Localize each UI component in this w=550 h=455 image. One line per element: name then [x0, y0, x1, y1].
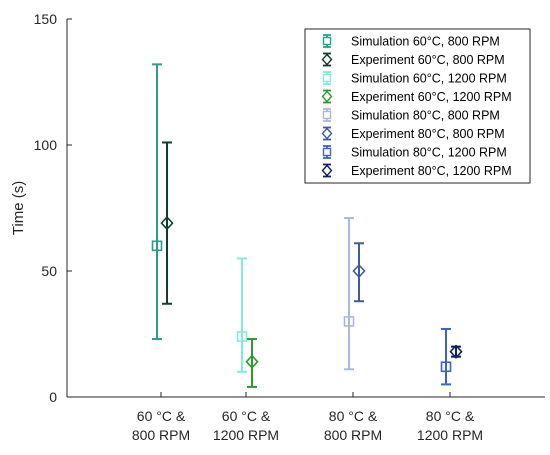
series-errorbar: [449, 344, 463, 359]
legend-label: Simulation 60°C, 1200 RPM: [351, 72, 507, 86]
plot-area: [151, 63, 463, 388]
legend-label: Experiment 80°C, 800 RPM: [351, 127, 505, 141]
legend-label: Simulation 80°C, 800 RPM: [351, 109, 500, 123]
series-errorbar: [245, 338, 259, 388]
x-tick-label-line: 800 RPM: [132, 427, 190, 443]
data-point-marker: [236, 331, 248, 342]
legend-square-icon: [322, 110, 332, 120]
legend-label: Experiment 60°C, 800 RPM: [351, 53, 505, 67]
data-point-marker: [343, 316, 355, 327]
legend-entry: Experiment 60°C, 800 RPM: [321, 52, 505, 67]
data-point-marker: [352, 263, 366, 279]
legend-entry: Simulation 80°C, 800 RPM: [322, 108, 500, 123]
y-tick-label: 150: [34, 11, 58, 27]
y-tick-label: 0: [49, 389, 57, 405]
legend-square-icon: [322, 36, 332, 46]
series-errorbar: [160, 141, 174, 305]
series-errorbar: [352, 242, 366, 303]
x-tick-label: 80 °C & 800 RPM: [324, 408, 382, 443]
y-tick-label: 50: [41, 263, 57, 279]
x-tick-label-line: 1200 RPM: [213, 427, 279, 443]
legend-entry: Experiment 80°C, 800 RPM: [321, 126, 505, 141]
legend-square-icon: [322, 73, 332, 83]
x-tick-label-line: 80 °C &: [329, 408, 378, 424]
legend-label: Experiment 80°C, 1200 RPM: [351, 164, 512, 178]
series-errorbar: [440, 327, 452, 386]
x-tick-label-line: 1200 RPM: [417, 427, 483, 443]
data-point-marker: [440, 361, 452, 373]
legend: Simulation 60°C, 800 RPM Experiment 60°C,…: [304, 28, 531, 184]
series-errorbar: [151, 63, 163, 341]
x-tick-label-line: 60 °C &: [222, 408, 271, 424]
x-tick-label-line: 60 °C &: [137, 408, 186, 424]
legend-entry: Experiment 60°C, 1200 RPM: [321, 89, 512, 104]
data-point-marker: [160, 215, 174, 231]
series-errorbar: [236, 257, 248, 373]
legend-diamond-icon: [321, 90, 333, 103]
legend-diamond-icon: [321, 164, 333, 177]
series-errorbar: [343, 217, 355, 371]
y-tick-label: 100: [34, 137, 58, 153]
x-tick-label: 60 °C & 1200 RPM: [213, 408, 279, 443]
y-axis-label: Time (s): [10, 181, 27, 235]
data-point-marker: [151, 240, 163, 252]
x-tick-label: 60 °C & 800 RPM: [132, 408, 190, 443]
x-tick-label-line: 80 °C &: [426, 408, 475, 424]
x-tick-label: 80 °C & 1200 RPM: [417, 408, 483, 443]
legend-label: Simulation 60°C, 800 RPM: [351, 35, 500, 49]
legend-entry: Simulation 60°C, 1200 RPM: [322, 71, 507, 86]
x-tick-label-line: 800 RPM: [324, 427, 382, 443]
legend-label: Experiment 60°C, 1200 RPM: [351, 90, 512, 104]
legend-box: [304, 28, 531, 184]
legend-diamond-icon: [321, 53, 333, 66]
legend-square-icon: [322, 147, 332, 157]
legend-entry: Simulation 80°C, 1200 RPM: [322, 145, 507, 160]
legend-label: Simulation 80°C, 1200 RPM: [351, 146, 507, 160]
legend-diamond-icon: [321, 127, 333, 140]
legend-entry: Simulation 60°C, 800 RPM: [322, 34, 500, 49]
legend-entry: Experiment 80°C, 1200 RPM: [321, 163, 512, 178]
data-point-marker: [449, 344, 463, 359]
data-point-marker: [245, 354, 259, 369]
